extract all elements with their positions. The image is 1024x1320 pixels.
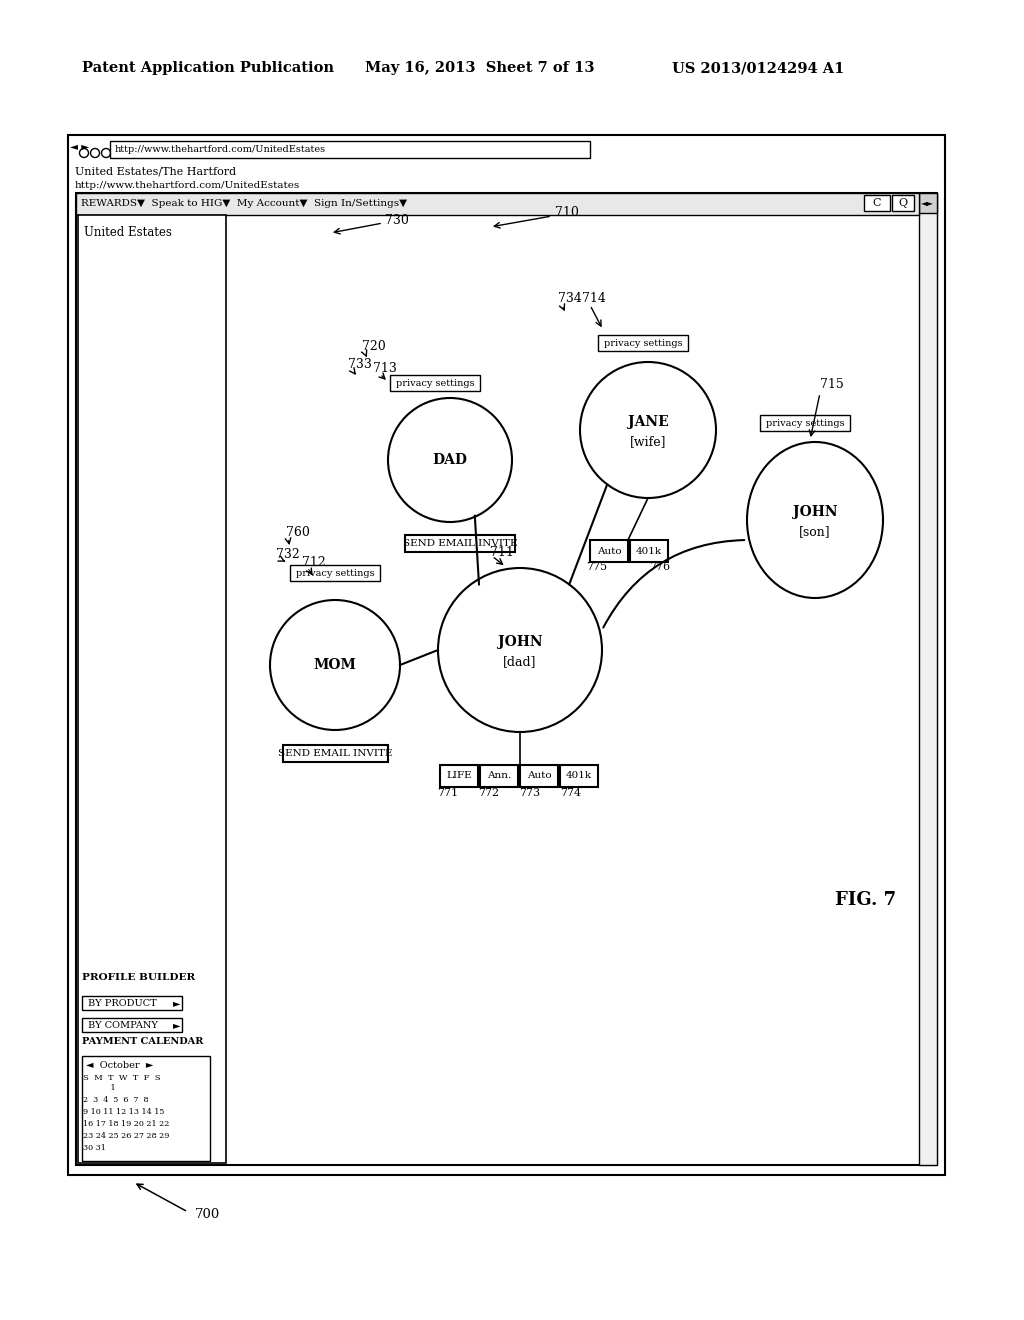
Text: http://www.thehartford.com/UnitedEstates: http://www.thehartford.com/UnitedEstates	[75, 181, 300, 190]
Text: 732: 732	[276, 549, 300, 561]
Text: 1: 1	[83, 1084, 116, 1092]
Text: PROFILE BUILDER: PROFILE BUILDER	[82, 974, 196, 982]
Bar	[390, 375, 480, 391]
Text: Auto: Auto	[597, 546, 622, 556]
Text: United Estates: United Estates	[84, 227, 172, 239]
Bar	[560, 766, 598, 787]
Text: 771: 771	[437, 788, 459, 799]
Text: Q: Q	[898, 198, 907, 209]
Text: SEND EMAIL INVITE: SEND EMAIL INVITE	[402, 539, 517, 548]
Text: 715: 715	[820, 379, 844, 392]
Text: PAYMENT CALENDAR: PAYMENT CALENDAR	[82, 1038, 204, 1047]
Bar	[68, 135, 945, 1175]
Text: S  M  T  W  T  F  S: S M T W T F S	[83, 1074, 161, 1082]
Text: 714: 714	[582, 293, 606, 305]
Text: 2  3  4  5  6  7  8: 2 3 4 5 6 7 8	[83, 1096, 148, 1104]
Text: 401k: 401k	[566, 771, 592, 780]
Text: 776: 776	[649, 562, 671, 572]
Bar	[590, 540, 628, 562]
Text: 700: 700	[195, 1209, 220, 1221]
Text: privacy settings: privacy settings	[296, 569, 375, 578]
Text: Patent Application Publication: Patent Application Publication	[82, 61, 334, 75]
Text: 711: 711	[490, 545, 514, 558]
Text: JOHN: JOHN	[498, 635, 543, 649]
Text: 734: 734	[558, 293, 582, 305]
Text: ◄►: ◄►	[921, 198, 934, 207]
Text: ◄  October  ►: ◄ October ►	[86, 1061, 154, 1071]
Text: privacy settings: privacy settings	[395, 379, 474, 388]
Text: http://www.thehartford.com/UnitedEstates: http://www.thehartford.com/UnitedEstates	[115, 144, 326, 153]
Text: SEND EMAIL INVITE: SEND EMAIL INVITE	[278, 748, 392, 758]
Text: 733: 733	[348, 359, 372, 371]
Ellipse shape	[746, 442, 883, 598]
Bar	[82, 1018, 182, 1032]
Text: 730: 730	[385, 214, 409, 227]
Bar	[760, 414, 850, 432]
Bar	[76, 193, 937, 1166]
Text: [dad]: [dad]	[503, 656, 537, 668]
Bar	[110, 141, 590, 158]
Bar	[864, 195, 890, 211]
Text: 713: 713	[373, 362, 397, 375]
Text: 401k: 401k	[636, 546, 663, 556]
Bar	[919, 193, 937, 213]
Text: 712: 712	[302, 557, 326, 569]
Text: Ann.: Ann.	[486, 771, 511, 780]
Text: 23 24 25 26 27 28 29: 23 24 25 26 27 28 29	[83, 1133, 169, 1140]
Circle shape	[270, 601, 400, 730]
Text: 710: 710	[555, 206, 579, 219]
Text: JOHN: JOHN	[793, 506, 838, 519]
Text: [wife]: [wife]	[630, 436, 667, 449]
Text: United Estates/The Hartford: United Estates/The Hartford	[75, 166, 237, 176]
Text: 9 10 11 12 13 14 15: 9 10 11 12 13 14 15	[83, 1107, 165, 1115]
Text: REWARDS▼  Speak to HIG▼  My Account▼  Sign In/Settings▼: REWARDS▼ Speak to HIG▼ My Account▼ Sign …	[81, 199, 408, 209]
Text: LIFE: LIFE	[446, 771, 472, 780]
Bar	[598, 335, 688, 351]
Circle shape	[580, 362, 716, 498]
Text: May 16, 2013  Sheet 7 of 13: May 16, 2013 Sheet 7 of 13	[365, 61, 595, 75]
Text: 775: 775	[587, 562, 607, 572]
Circle shape	[438, 568, 602, 733]
Bar	[892, 195, 914, 211]
Text: ◄ ►: ◄ ►	[70, 143, 89, 152]
Text: 16 17 18 19 20 21 22: 16 17 18 19 20 21 22	[83, 1119, 169, 1129]
Text: ►: ►	[173, 1020, 180, 1030]
Text: privacy settings: privacy settings	[766, 418, 845, 428]
Bar	[520, 766, 558, 787]
Text: JANE: JANE	[628, 414, 669, 429]
Bar	[406, 535, 515, 552]
Text: privacy settings: privacy settings	[604, 338, 682, 347]
Text: 760: 760	[286, 527, 310, 540]
Text: 772: 772	[478, 788, 500, 799]
Bar	[82, 997, 182, 1010]
Bar	[78, 215, 226, 1163]
Bar	[480, 766, 518, 787]
Text: ►: ►	[173, 998, 180, 1008]
Text: MOM: MOM	[313, 657, 356, 672]
Text: 720: 720	[362, 341, 386, 354]
Bar	[290, 565, 380, 581]
Circle shape	[90, 149, 99, 157]
Text: 774: 774	[560, 788, 582, 799]
Bar	[630, 540, 668, 562]
Text: US 2013/0124294 A1: US 2013/0124294 A1	[672, 61, 845, 75]
Text: FIG. 7: FIG. 7	[835, 891, 896, 909]
Text: BY PRODUCT: BY PRODUCT	[88, 998, 157, 1007]
Text: BY COMPANY: BY COMPANY	[88, 1020, 158, 1030]
Bar	[919, 193, 937, 1166]
Text: Auto: Auto	[526, 771, 551, 780]
Circle shape	[388, 399, 512, 521]
Text: 30 31: 30 31	[83, 1144, 105, 1152]
Bar	[82, 1056, 210, 1162]
Text: DAD: DAD	[432, 453, 468, 467]
Text: C: C	[872, 198, 882, 209]
Bar	[283, 744, 388, 762]
Text: 773: 773	[519, 788, 541, 799]
Circle shape	[80, 149, 88, 157]
Bar	[76, 193, 919, 215]
Text: [son]: [son]	[799, 525, 830, 539]
Circle shape	[101, 149, 111, 157]
Bar	[440, 766, 478, 787]
